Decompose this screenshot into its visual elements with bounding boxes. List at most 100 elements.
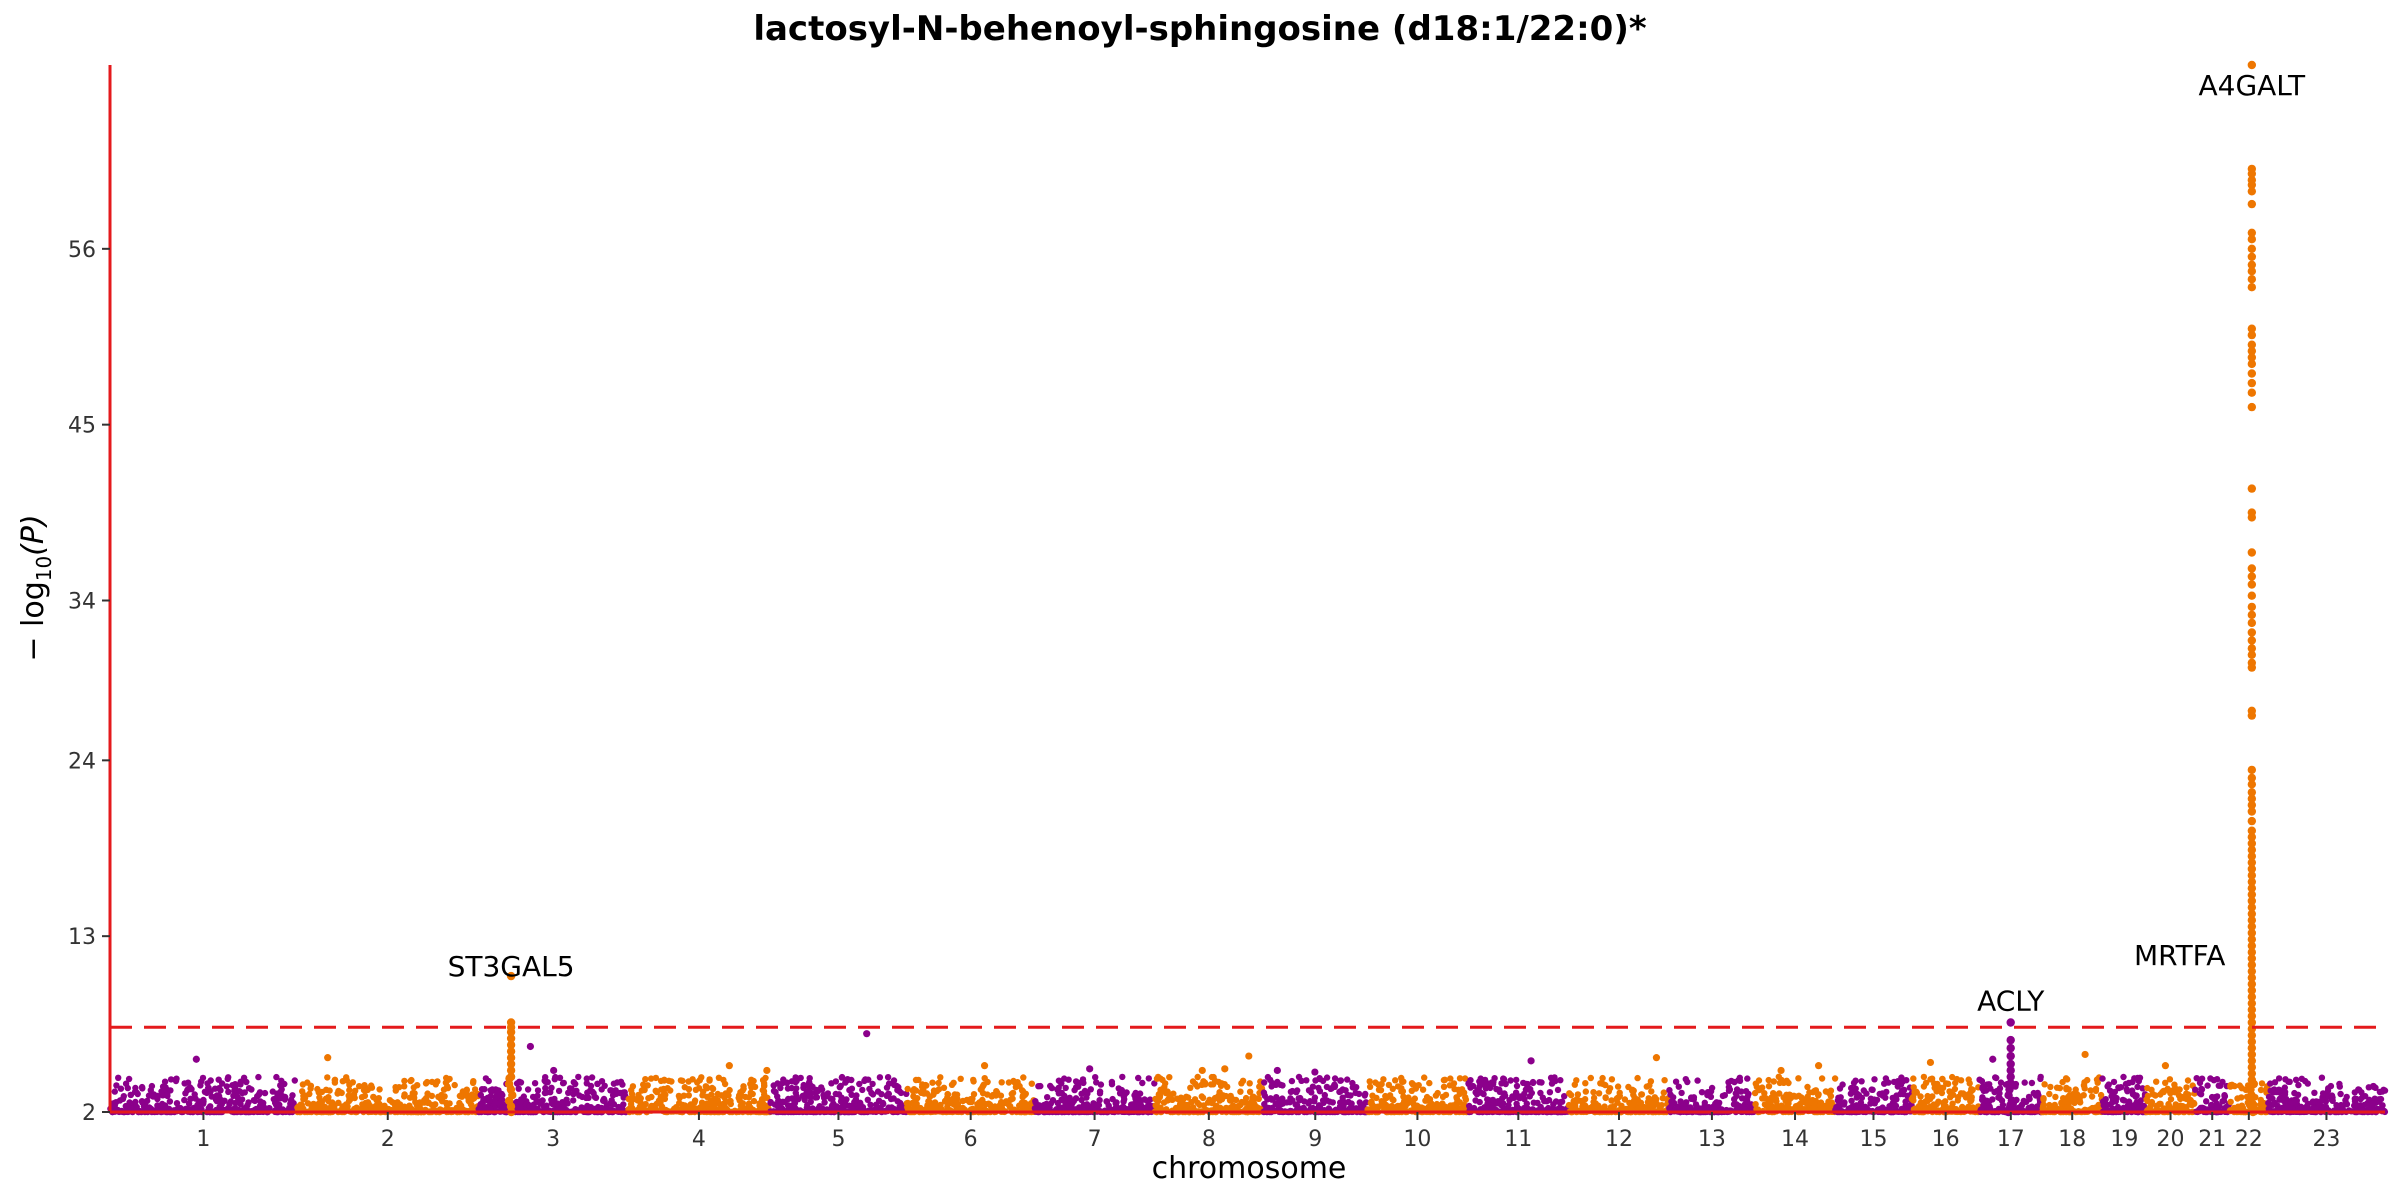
snp-point <box>2097 1091 2105 1099</box>
snp-point <box>575 1073 582 1081</box>
snp-point <box>1979 1094 1986 1101</box>
snp-point <box>1081 1087 1089 1095</box>
snp-point <box>2101 1099 2109 1107</box>
snp-point <box>1910 1097 1917 1104</box>
snp-point <box>740 1104 747 1112</box>
snp-point <box>127 1091 134 1099</box>
snp-point <box>1524 1080 1532 1088</box>
snp-point <box>2227 1083 2235 1090</box>
snp-point <box>1166 1074 1173 1081</box>
snp-point <box>1194 1073 1201 1081</box>
snp-point <box>245 1085 253 1092</box>
snp-point <box>671 1105 678 1113</box>
snp-point <box>1651 1094 1659 1101</box>
snp-point <box>1347 1092 1354 1099</box>
snp-point <box>986 1101 994 1108</box>
snp-point <box>1370 1103 1377 1110</box>
snp-point <box>2295 1081 2302 1089</box>
snp-point <box>1570 1098 1577 1105</box>
snp-point <box>937 1074 944 1081</box>
snp-point <box>1783 1103 1791 1110</box>
snp-point <box>1157 1075 1164 1082</box>
snp-point <box>1440 1083 1448 1091</box>
snp-point <box>201 1088 209 1096</box>
snp-point <box>653 1088 661 1096</box>
snp-point <box>487 1097 494 1105</box>
snp-point <box>660 1085 667 1093</box>
snp-point <box>147 1087 154 1094</box>
snp-point <box>1783 1077 1790 1085</box>
snp-point <box>1237 1088 1244 1095</box>
snp-point <box>864 1096 871 1104</box>
chromosome-points-21 <box>2192 1075 2233 1116</box>
snp-point <box>1776 1090 1783 1097</box>
snp-point <box>714 1096 721 1104</box>
snp-point <box>349 1079 356 1086</box>
snp-point <box>1135 1074 1142 1082</box>
snp-point <box>800 1081 807 1089</box>
chromosome-points-10 <box>1364 1074 1470 1116</box>
snp-point <box>1460 1089 1468 1096</box>
snp-point <box>1841 1099 1848 1106</box>
snp-point <box>1156 1092 1164 1100</box>
snp-point <box>2303 1103 2310 1110</box>
snp-point <box>1274 1078 1281 1086</box>
snp-point <box>1012 1083 1020 1090</box>
snp-point <box>517 1099 524 1106</box>
snp-point <box>1246 1088 1254 1096</box>
snp-point <box>1249 1097 1256 1104</box>
snp-point <box>1467 1077 1474 1084</box>
snp-point <box>1113 1099 1120 1106</box>
snp-point <box>1412 1085 1420 1092</box>
snp-point <box>1647 1078 1655 1085</box>
snp-point <box>1044 1094 1051 1101</box>
snp-point <box>978 1085 985 1092</box>
snp-point <box>1340 1101 1348 1108</box>
snp-point <box>1121 1096 1128 1103</box>
snp-point <box>1460 1101 1468 1109</box>
snp-point <box>451 1081 458 1089</box>
snp-point <box>804 1088 812 1096</box>
snp-point <box>1606 1085 1614 1092</box>
snp-point <box>444 1077 451 1084</box>
snp-point <box>1765 1098 1773 1106</box>
snp-point <box>570 1079 577 1086</box>
snp-point <box>940 1084 948 1092</box>
snp-point <box>813 1086 820 1094</box>
snp-point <box>777 1084 784 1092</box>
snp-point <box>2238 1094 2245 1101</box>
snp-point <box>277 1082 284 1089</box>
snp-point <box>2192 1086 2199 1093</box>
snp-point <box>243 1078 250 1086</box>
snp-point <box>288 1096 295 1104</box>
snp-point <box>1453 1095 1461 1103</box>
snp-point <box>421 1097 428 1104</box>
snp-point <box>1261 1079 1268 1086</box>
snp-point <box>1408 1080 1416 1087</box>
snp-point <box>2203 1098 2210 1105</box>
snp-point <box>1507 1077 1514 1084</box>
snp-point <box>1480 1080 1488 1088</box>
snp-point <box>2160 1088 2167 1096</box>
snp-point <box>544 1079 551 1086</box>
snp-point <box>638 1102 645 1110</box>
snp-point <box>1744 1075 1751 1082</box>
snp-point <box>199 1074 207 1082</box>
snp-point <box>1683 1099 1690 1106</box>
snp-point <box>232 1099 239 1107</box>
snp-point <box>1096 1088 1104 1095</box>
snp-point <box>167 1087 174 1094</box>
snp-point <box>1897 1090 1904 1098</box>
snp-point <box>273 1073 280 1081</box>
snp-point <box>1047 1082 1054 1090</box>
snp-point <box>1831 1075 1839 1082</box>
snp-point <box>1058 1096 1065 1103</box>
snp-point <box>1901 1086 1908 1094</box>
snp-point <box>1474 1086 1481 1094</box>
snp-point <box>335 1099 342 1107</box>
snp-point <box>1092 1074 1099 1081</box>
snp-point <box>1145 1075 1153 1082</box>
snp-point <box>2204 1082 2211 1089</box>
snp-point <box>1827 1087 1835 1094</box>
snp-point <box>553 1100 561 1107</box>
